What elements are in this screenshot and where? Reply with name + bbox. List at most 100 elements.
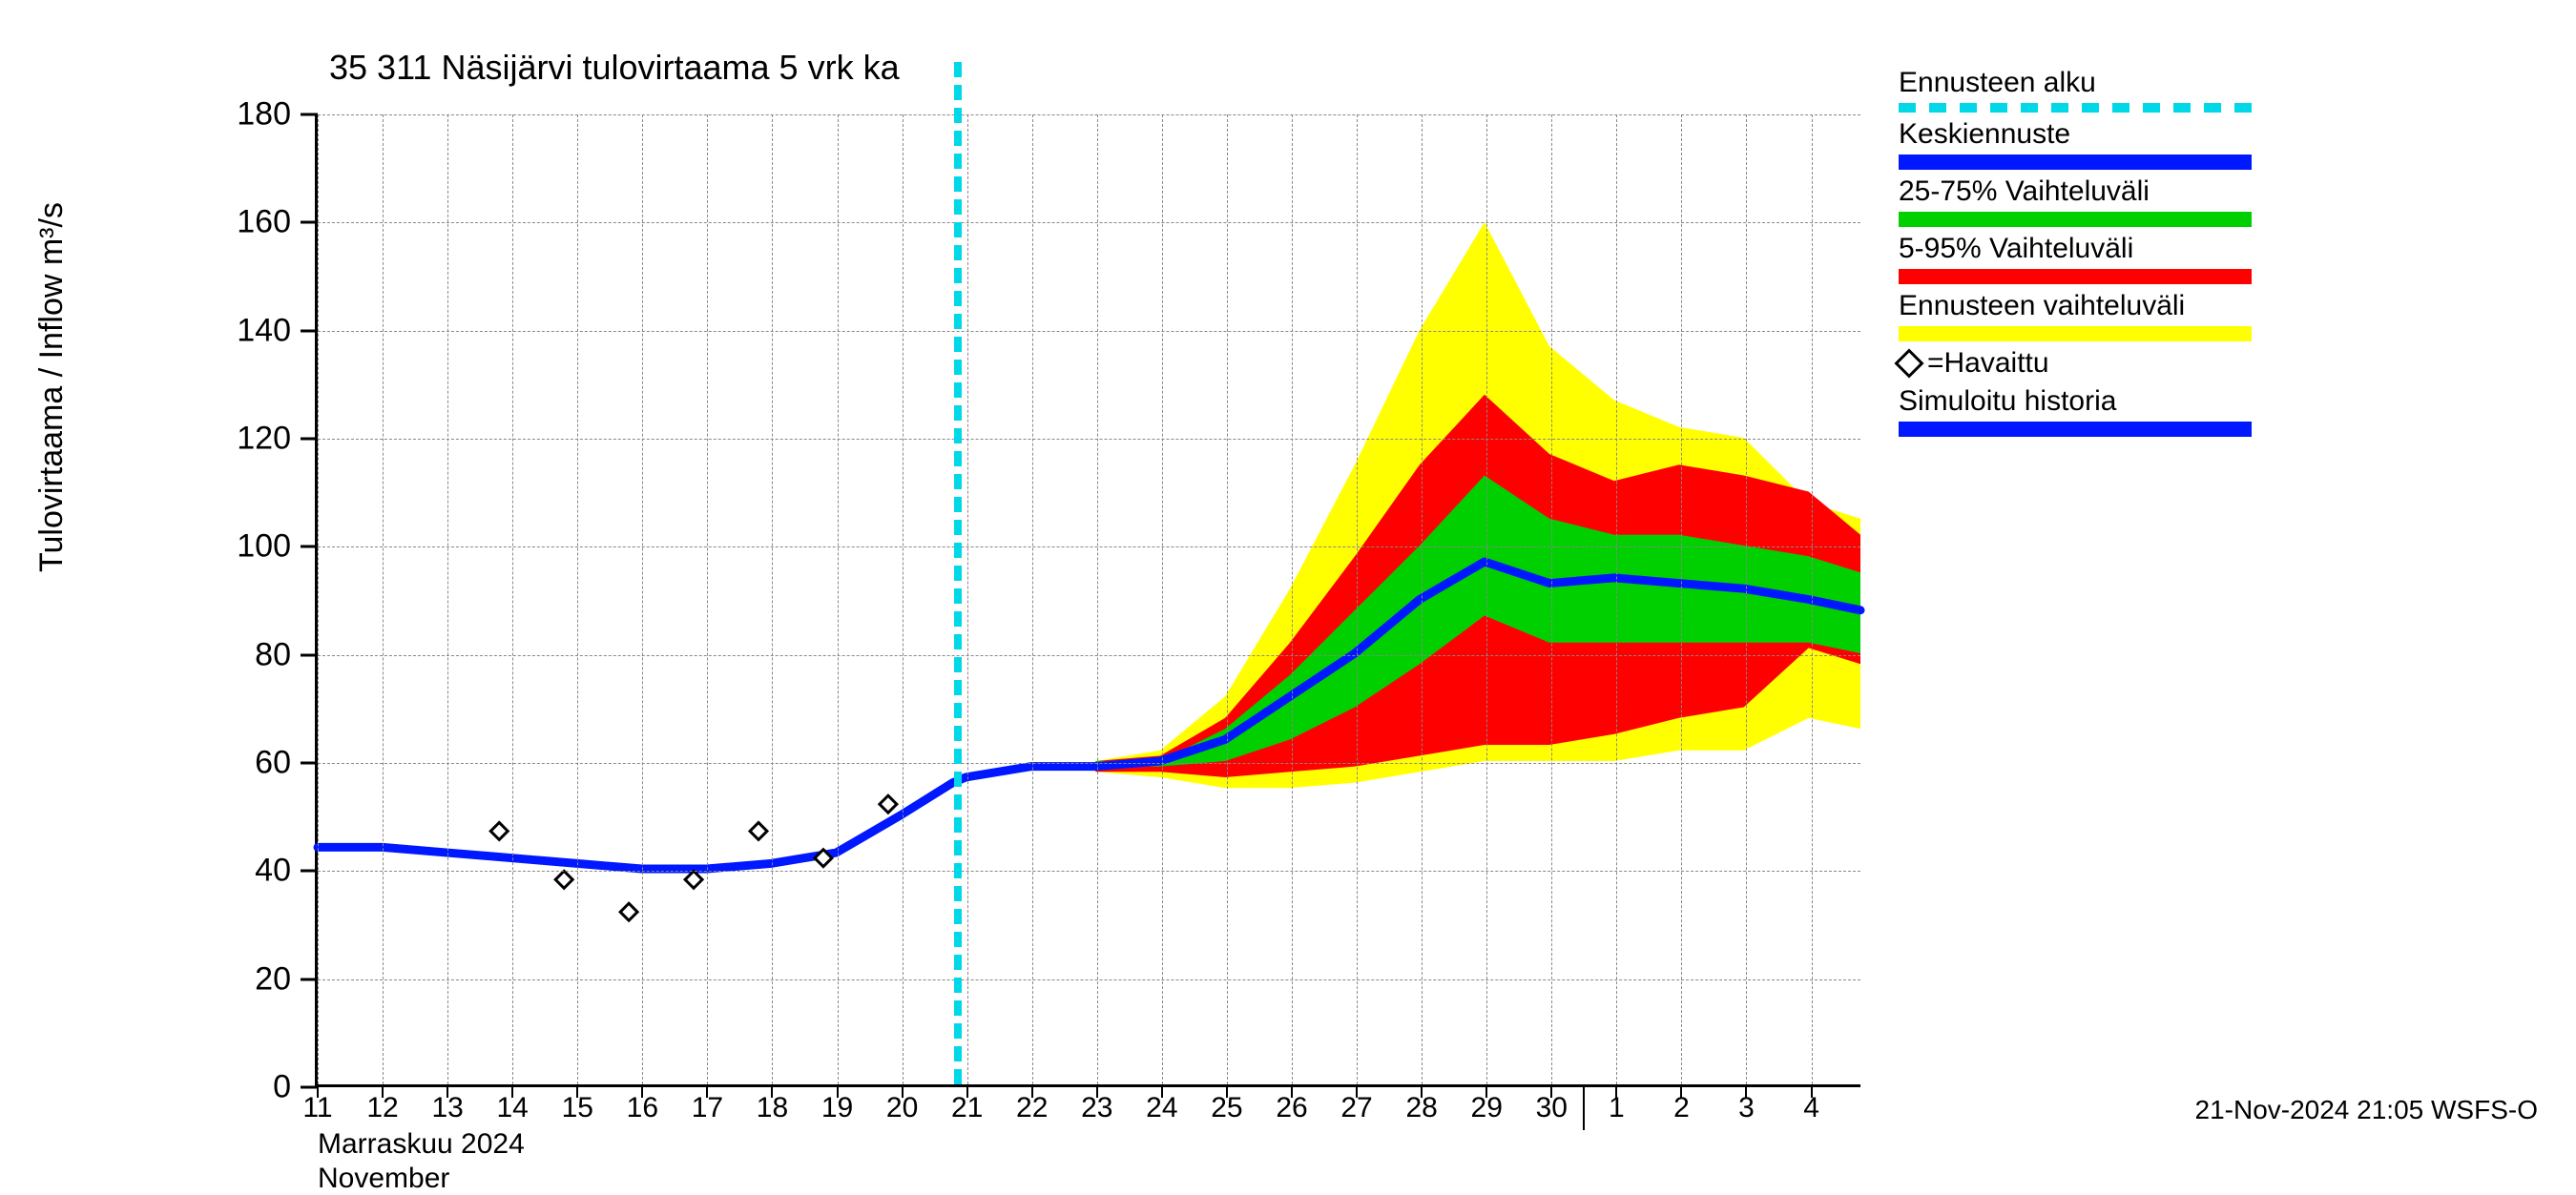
y-tick-mark (301, 221, 318, 224)
gridline-vertical (577, 114, 578, 1084)
gridline-vertical (707, 114, 708, 1084)
x-tick-label: 23 (1081, 1092, 1112, 1124)
legend-label: =Havaittu (1927, 347, 2049, 380)
y-tick-label: 60 (255, 745, 291, 782)
x-tick-label: 24 (1146, 1092, 1177, 1124)
plot-area: 0204060801001201401601801112131415161718… (315, 114, 1860, 1087)
legend-swatch (1899, 269, 2252, 284)
gridline-vertical (1097, 114, 1098, 1084)
gridline-vertical (772, 114, 773, 1084)
legend-swatch (1899, 212, 2252, 227)
y-tick-label: 20 (255, 960, 291, 998)
legend-label: 5-95% Vaihteluväli (1899, 233, 2557, 265)
gridline-vertical (1812, 114, 1813, 1084)
gridline-vertical (447, 114, 448, 1084)
x-tick-label: 18 (757, 1092, 788, 1124)
y-tick-mark (301, 870, 318, 873)
y-tick-mark (301, 762, 318, 765)
gridline-vertical (1357, 114, 1358, 1084)
gridline-vertical (512, 114, 513, 1084)
observed-marker (620, 903, 637, 920)
x-tick-label: 3 (1738, 1092, 1755, 1124)
observed-marker (750, 822, 767, 839)
x-month-label-1: Marraskuu 2024 (318, 1128, 525, 1161)
x-tick-label: 13 (431, 1092, 463, 1124)
observed-marker (490, 822, 508, 839)
gridline-vertical (1746, 114, 1747, 1084)
x-tick-label: 22 (1016, 1092, 1048, 1124)
x-tick-label: 21 (951, 1092, 983, 1124)
legend-label: Ennusteen vaihteluväli (1899, 290, 2557, 322)
y-tick-mark (301, 113, 318, 116)
x-tick-label: 2 (1673, 1092, 1690, 1124)
legend-swatch (1899, 326, 2252, 341)
gridline-vertical (1486, 114, 1487, 1084)
gridline-vertical (1616, 114, 1617, 1084)
gridline-vertical (318, 114, 319, 1084)
gridline-vertical (642, 114, 643, 1084)
y-axis-label: Tulovirtaama / Inflow m³/s (33, 202, 71, 572)
gridline-vertical (1292, 114, 1293, 1084)
gridline-vertical (1551, 114, 1552, 1084)
gridline-horizontal (318, 439, 1860, 440)
legend-item: Ennusteen vaihteluväli (1899, 290, 2557, 341)
chart-title: 35 311 Näsijärvi tulovirtaama 5 vrk ka (329, 48, 900, 88)
legend-label: Keskiennuste (1899, 118, 2557, 151)
gridline-horizontal (318, 331, 1860, 332)
x-tick-label: 16 (627, 1092, 658, 1124)
legend-swatch (1899, 103, 2252, 113)
x-tick-label: 25 (1211, 1092, 1242, 1124)
observed-marker (685, 871, 702, 888)
legend-item: Simuloitu historia (1899, 385, 2557, 437)
gridline-vertical (1422, 114, 1423, 1084)
x-tick-label: 11 (302, 1092, 332, 1124)
x-tick-label: 14 (497, 1092, 529, 1124)
legend-item: 5-95% Vaihteluväli (1899, 233, 2557, 284)
legend: Ennusteen alku Keskiennuste 25-75% Vaihtel… (1899, 67, 2557, 443)
legend-item: 25-75% Vaihteluväli (1899, 175, 2557, 227)
gridline-horizontal (318, 655, 1860, 656)
legend-label: Ennusteen alku (1899, 67, 2557, 99)
gridline-vertical (1227, 114, 1228, 1084)
x-tick-label: 20 (886, 1092, 918, 1124)
observed-marker (880, 795, 897, 813)
legend-swatch (1899, 422, 2252, 437)
y-tick-mark (301, 1086, 318, 1089)
gridline-vertical (383, 114, 384, 1084)
x-tick-label: 30 (1536, 1092, 1568, 1124)
diamond-icon (1894, 348, 1923, 378)
x-tick-label: 26 (1276, 1092, 1307, 1124)
legend-swatch (1899, 155, 2252, 170)
legend-item: Ennusteen alku (1899, 67, 2557, 113)
y-tick-mark (301, 978, 318, 980)
x-tick-label: 29 (1471, 1092, 1503, 1124)
y-tick-label: 160 (237, 204, 291, 241)
gridline-horizontal (318, 763, 1860, 764)
y-tick-label: 40 (255, 853, 291, 890)
legend-label: Simuloitu historia (1899, 385, 2557, 418)
legend-item: =Havaittu (1899, 347, 2557, 380)
legend-marker-row: =Havaittu (1899, 347, 2557, 380)
gridline-vertical (967, 114, 968, 1084)
x-tick-label: 17 (692, 1092, 723, 1124)
legend-label: 25-75% Vaihteluväli (1899, 175, 2557, 208)
gridline-horizontal (318, 546, 1860, 547)
y-tick-label: 100 (237, 528, 291, 566)
y-tick-label: 80 (255, 636, 291, 673)
x-tick-label: 1 (1609, 1092, 1625, 1124)
plot-svg (318, 114, 1860, 1084)
y-tick-label: 120 (237, 421, 291, 458)
legend-item: Keskiennuste (1899, 118, 2557, 170)
month-divider (1583, 1084, 1585, 1130)
x-tick-label: 12 (366, 1092, 398, 1124)
gridline-vertical (1032, 114, 1033, 1084)
gridline-vertical (903, 114, 904, 1084)
observed-marker (555, 871, 572, 888)
chart-container: 35 311 Näsijärvi tulovirtaama 5 vrk ka T… (0, 0, 2576, 1144)
x-tick-label: 4 (1803, 1092, 1819, 1124)
x-tick-label: 15 (562, 1092, 593, 1124)
y-tick-mark (301, 438, 318, 441)
y-tick-mark (301, 653, 318, 656)
gridline-horizontal (318, 222, 1860, 223)
gridline-horizontal (318, 114, 1860, 115)
